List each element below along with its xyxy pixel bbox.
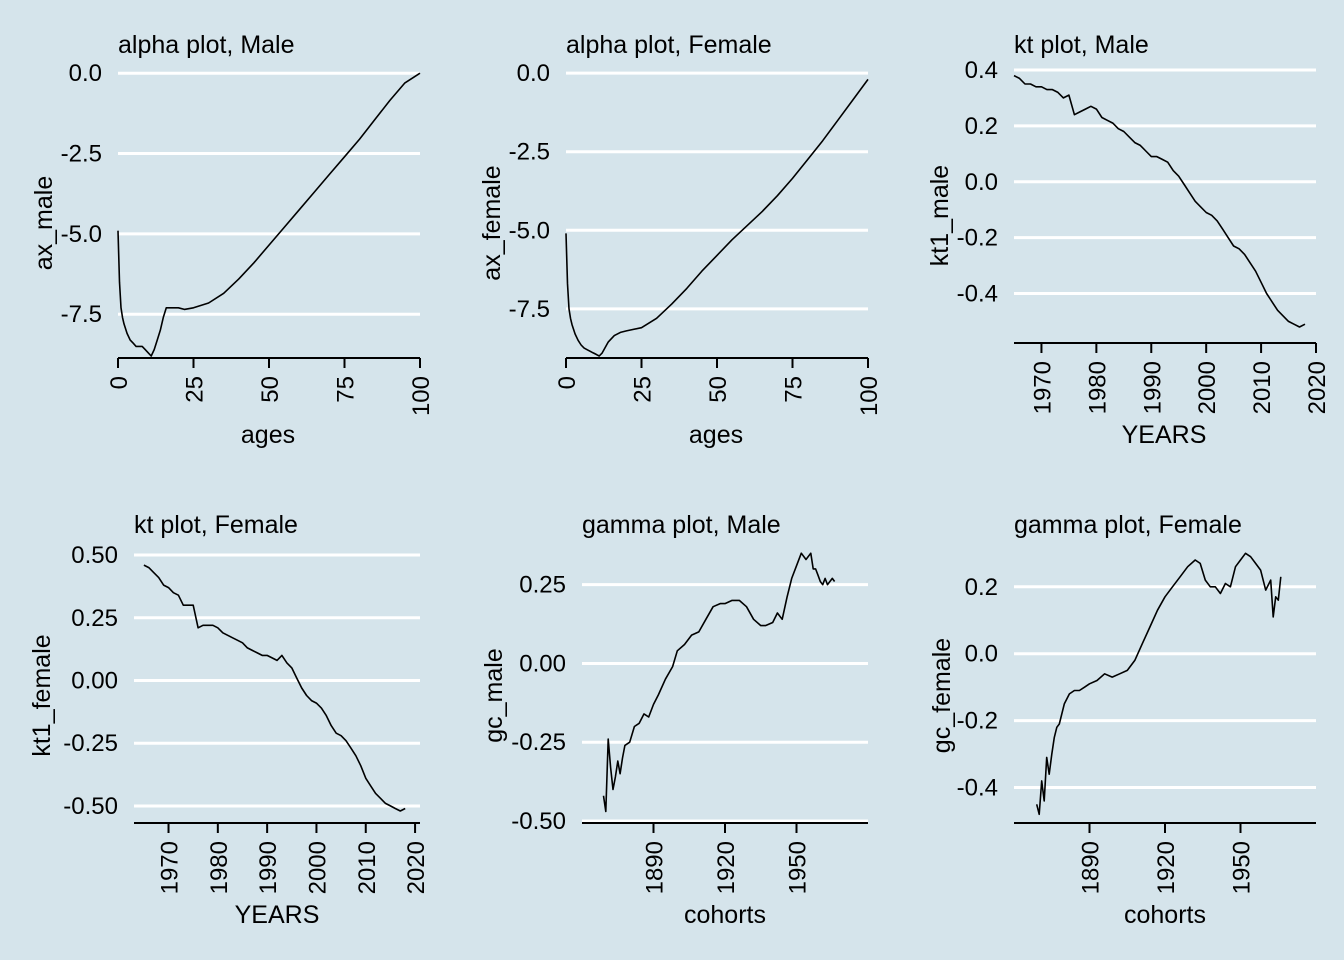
- x-tick-label: 1980: [1084, 361, 1111, 414]
- y-tick-label: 0.0: [517, 60, 550, 87]
- y-axis-label: kt1_female: [28, 634, 56, 756]
- y-tick-label: -2.5: [509, 139, 550, 166]
- x-axis-label: ages: [689, 421, 743, 449]
- x-tick-label: 2010: [354, 841, 381, 894]
- x-tick-label: 2000: [304, 841, 331, 894]
- chart-title: gamma plot, Female: [1014, 511, 1242, 539]
- x-axis-label: cohorts: [1124, 901, 1206, 929]
- y-axis-label: kt1_male: [926, 165, 954, 266]
- y-tick-label: -0.25: [63, 730, 118, 757]
- chart-panel-4: 0.50 0.25 0.00 -0.25 -0.50 1970 1980 1990 2000 20…: [28, 511, 430, 929]
- y-tick-label: 0.50: [71, 542, 118, 569]
- y-axis-label: ax_male: [30, 176, 58, 271]
- y-tick-label: 0.0: [965, 169, 998, 196]
- chart-panel-6: 0.2 0.0 -0.2 -0.4 1890 1920 1950 gamma plot, Fe…: [928, 511, 1316, 929]
- x-tick-label: 50: [257, 376, 284, 403]
- series-line: [602, 552, 836, 813]
- chart-title: gamma plot, Male: [582, 511, 781, 539]
- x-tick-label: 100: [408, 376, 435, 416]
- x-axis-label: cohorts: [684, 901, 766, 929]
- x-tick-label: 1970: [157, 841, 184, 894]
- y-tick-label: 0.4: [965, 57, 998, 84]
- chart-panel-2: 0.0 -2.5 -5.0 -7.5 0 25 50 75 100 alpha plot, Fem…: [478, 31, 883, 449]
- y-tick-label: -0.4: [957, 775, 998, 802]
- x-tick-label: 0: [106, 376, 133, 389]
- y-axis-label: ax_female: [478, 165, 506, 280]
- y-tick-label: 0.25: [71, 605, 118, 632]
- y-tick-label: -0.50: [511, 808, 566, 835]
- x-axis-label: ages: [241, 421, 295, 449]
- x-tick-label: 1920: [713, 841, 740, 894]
- y-tick-label: 0.2: [965, 113, 998, 140]
- series-line: [565, 78, 869, 357]
- y-axis-label: gc_female: [928, 638, 956, 753]
- x-tick-label: 75: [781, 376, 808, 403]
- x-tick-label: 1950: [1229, 841, 1256, 894]
- y-axis-label: gc_male: [480, 648, 508, 743]
- x-tick-label: 25: [630, 376, 657, 403]
- x-tick-label: 75: [333, 376, 360, 403]
- x-axis-label: YEARS: [235, 901, 320, 929]
- x-tick-label: 1990: [255, 841, 282, 894]
- series-line: [1013, 74, 1306, 328]
- chart-title: kt plot, Male: [1014, 31, 1149, 59]
- x-tick-label: 50: [705, 376, 732, 403]
- chart-panel-1: 0.0 -2.5 -5.0 -7.5 0 25 50 75 100 alpha plot, Mal…: [30, 31, 435, 449]
- y-tick-label: 0.2: [965, 574, 998, 601]
- chart-title: kt plot, Female: [134, 511, 298, 539]
- y-tick-label: -0.50: [63, 793, 118, 820]
- x-tick-label: 1950: [785, 841, 812, 894]
- x-tick-label: 2010: [1249, 361, 1276, 414]
- y-tick-label: 0.00: [519, 650, 566, 677]
- y-tick-label: 0.00: [71, 667, 118, 694]
- series-line: [1035, 552, 1282, 816]
- y-tick-label: -2.5: [61, 141, 102, 168]
- x-tick-label: 25: [182, 376, 209, 403]
- y-tick-label: -7.5: [61, 301, 102, 328]
- chart-title: alpha plot, Male: [118, 31, 295, 59]
- x-tick-label: 1890: [642, 841, 669, 894]
- x-tick-label: 1920: [1153, 841, 1180, 894]
- x-tick-label: 2020: [1304, 361, 1331, 414]
- y-tick-label: -0.2: [957, 708, 998, 735]
- y-tick-label: -5.0: [61, 221, 102, 248]
- x-tick-label: 1890: [1078, 841, 1105, 894]
- x-tick-label: 1980: [206, 841, 233, 894]
- series-line: [117, 72, 421, 357]
- x-tick-label: 2020: [403, 841, 430, 894]
- series-line: [143, 564, 406, 812]
- y-tick-label: 0.25: [519, 572, 566, 599]
- y-tick-label: -5.0: [509, 217, 550, 244]
- x-tick-label: 2000: [1194, 361, 1221, 414]
- x-tick-label: 1990: [1139, 361, 1166, 414]
- chart-title: alpha plot, Female: [566, 31, 772, 59]
- chart-panel-5: 0.25 0.00 -0.25 -0.50 1890 1920 1950 gamma plot…: [480, 511, 868, 929]
- y-tick-label: -0.25: [511, 729, 566, 756]
- x-tick-label: 1970: [1029, 361, 1056, 414]
- y-tick-label: 0.0: [69, 60, 102, 87]
- x-tick-label: 100: [856, 376, 883, 416]
- chart-panel-3: 0.4 0.2 0.0 -0.2 -0.4 1970 1980 1990 2000 2010 202…: [926, 31, 1331, 449]
- y-tick-label: -7.5: [509, 296, 550, 323]
- x-axis-label: YEARS: [1122, 421, 1207, 449]
- x-tick-label: 0: [554, 376, 581, 389]
- y-tick-label: -0.4: [957, 281, 998, 308]
- y-tick-label: 0.0: [965, 641, 998, 668]
- y-tick-label: -0.2: [957, 225, 998, 252]
